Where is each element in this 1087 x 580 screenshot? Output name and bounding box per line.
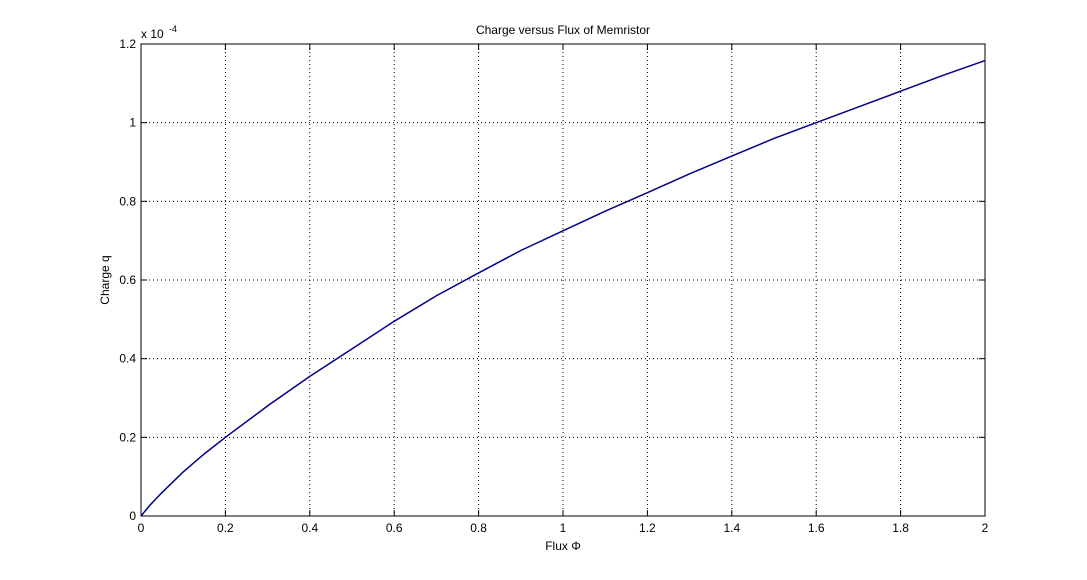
ticks <box>140 43 986 517</box>
chart-title: Charge versus Flux of Memristor <box>476 23 650 37</box>
exponent-power: -4 <box>169 24 177 34</box>
x-tick-label: 0.6 <box>386 521 403 535</box>
series-line <box>140 59 986 517</box>
x-tick-label: 1.6 <box>808 521 825 535</box>
series-layer <box>140 59 986 517</box>
y-tick-label: 0.2 <box>119 430 136 444</box>
exponent-base: x 10 <box>141 27 164 41</box>
y-tick-label: 1.2 <box>119 37 136 51</box>
x-tick-label: 1 <box>560 521 567 535</box>
y-tick-label: 0.4 <box>119 352 136 366</box>
x-tick-label: 0 <box>138 521 145 535</box>
x-tick-label: 0.2 <box>217 521 234 535</box>
y-axis-title: Charge q <box>98 255 112 304</box>
x-tick-labels: 0 0.2 0.4 0.6 0.8 1 1.2 1.4 1.6 1.8 2 <box>138 521 989 535</box>
y-tick-label: 0.6 <box>119 273 136 287</box>
x-tick-label: 1.8 <box>892 521 909 535</box>
x-tick-label: 1.2 <box>639 521 656 535</box>
y-tick-label: 0.8 <box>119 194 136 208</box>
x-tick-label: 1.4 <box>723 521 740 535</box>
x-tick-label: 0.8 <box>470 521 487 535</box>
grid <box>141 44 985 516</box>
y-tick-labels: 0 0.2 0.4 0.6 0.8 1 1.2 <box>119 37 136 523</box>
y-tick-label: 1 <box>129 116 136 130</box>
x-tick-label: 2 <box>982 521 989 535</box>
y-axis-exponent: x 10 -4 <box>141 24 177 41</box>
x-tick-label: 0.4 <box>301 521 318 535</box>
y-tick-label: 0 <box>129 509 136 523</box>
x-axis-title: Flux Φ <box>545 539 581 553</box>
